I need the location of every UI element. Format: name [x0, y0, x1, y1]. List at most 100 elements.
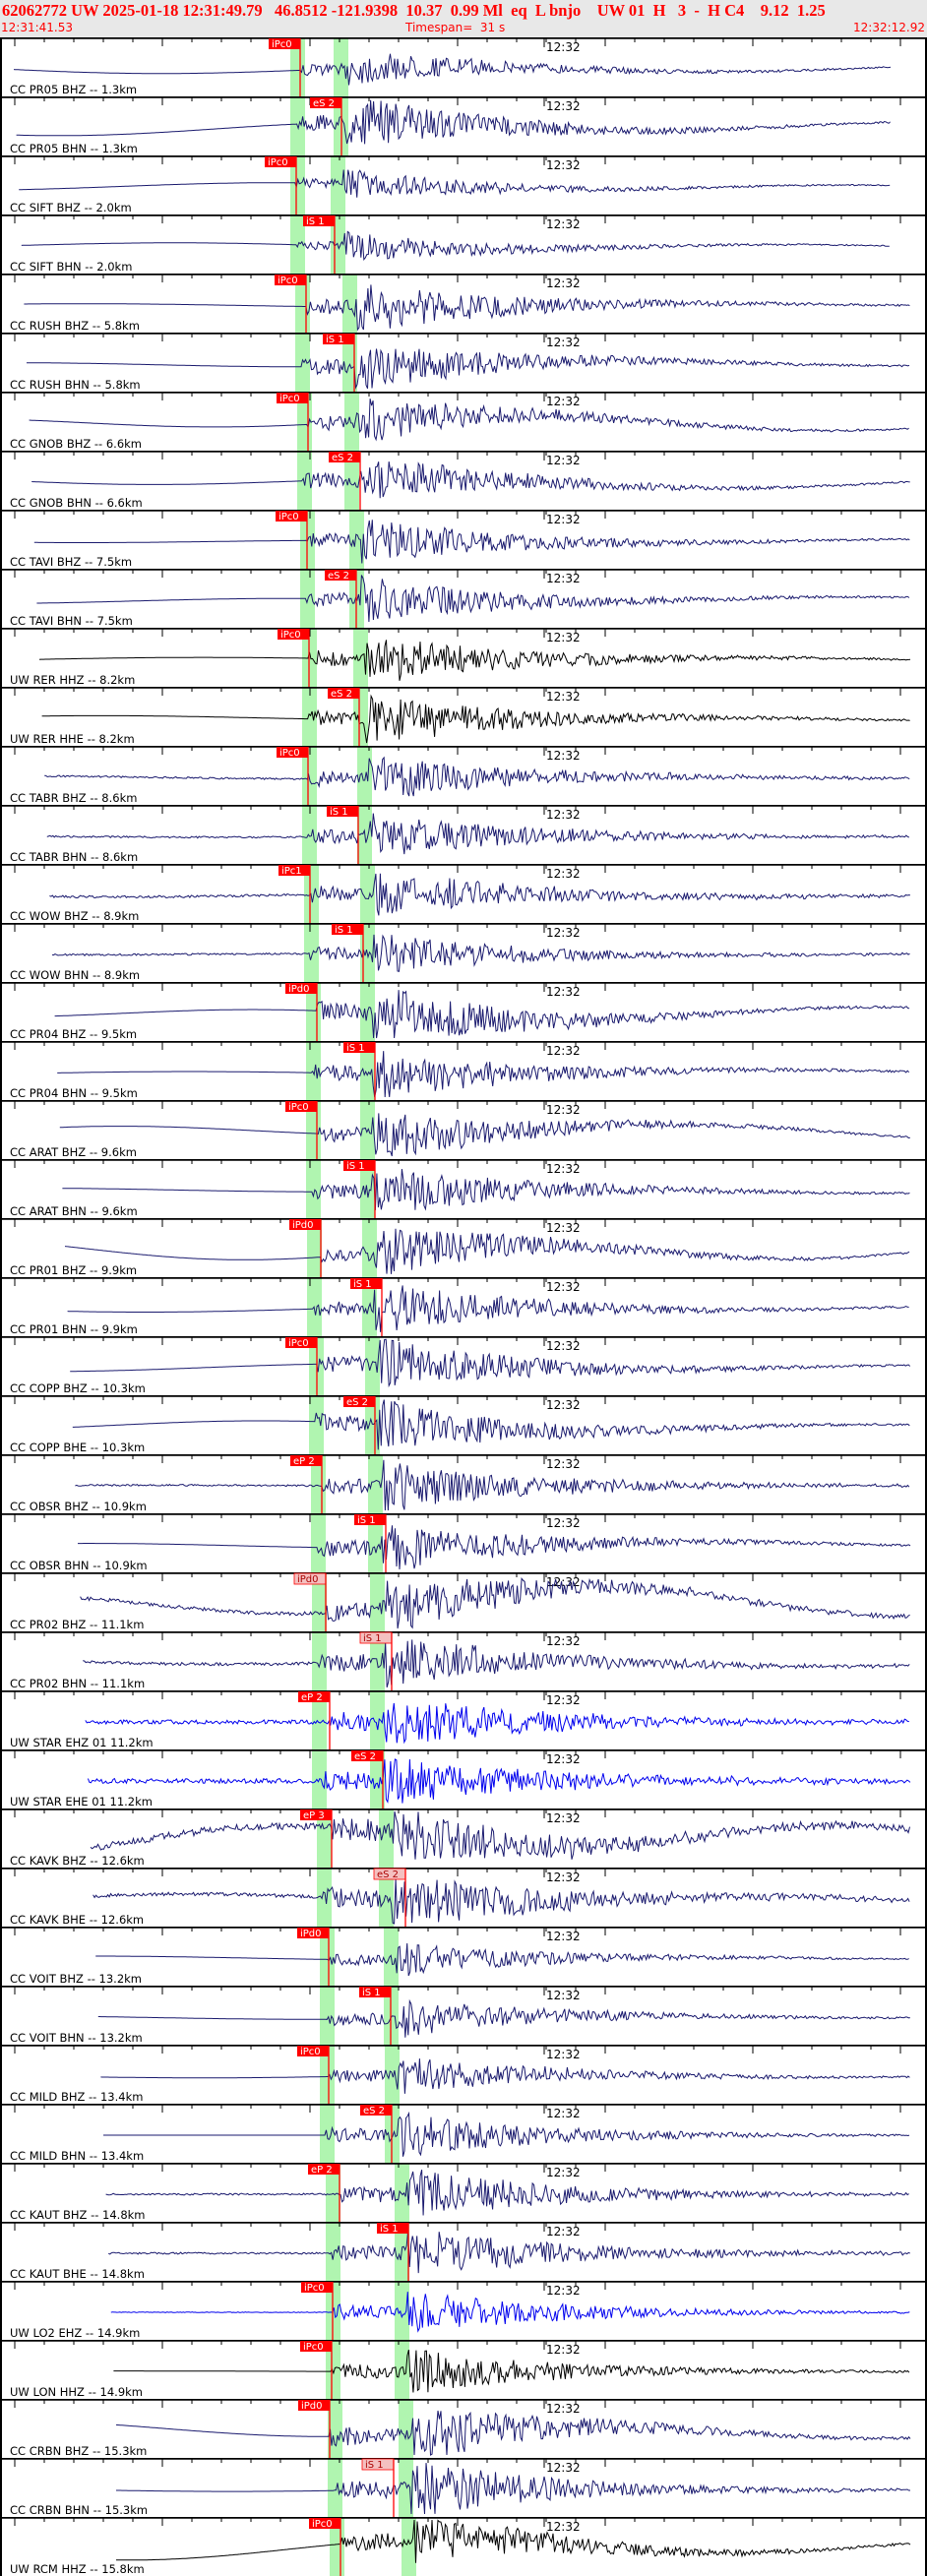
trace-row[interactable]: 12:32 eP 2 UW STAR EHZ 01 11.2km [0, 1690, 927, 1749]
trace-row[interactable]: 12:32 iPc0 CC RUSH BHZ -- 5.8km [0, 274, 927, 333]
trace-row[interactable]: 12:32 iPc0 UW RCM HHZ -- 15.8km [0, 2517, 927, 2576]
phase-pick-flag[interactable] [265, 156, 296, 167]
phase-pick-label: eS 2 [328, 571, 349, 582]
trace-row[interactable]: 12:32 iS 1 CC RUSH BHN -- 5.8km [0, 333, 927, 392]
phase-pick-flag[interactable] [350, 1278, 382, 1289]
trace-row[interactable]: 12:32 iPc0 UW RER HHZ -- 8.2km [0, 628, 927, 687]
phase-pick-flag[interactable] [285, 1337, 317, 1348]
minute-marker-label: 12:32 [546, 1044, 581, 1058]
trace-row[interactable]: 12:32 iPd0 CC PR02 BHZ -- 11.1km [0, 1572, 927, 1631]
trace-row[interactable]: 12:32 eS 2 UW RER HHE -- 8.2km [0, 687, 927, 746]
trace-row[interactable]: 12:32 iS 1 CC TABR BHN -- 8.6km [0, 805, 927, 864]
trace-row[interactable]: 12:32 eS 2 CC MILD BHN -- 13.4km [0, 2104, 927, 2163]
p-window-band [306, 1159, 321, 1218]
waveform [80, 1576, 910, 1629]
phase-pick-flag[interactable] [300, 2341, 332, 2352]
waveform [33, 520, 910, 564]
trace-row[interactable]: 12:32 eP 2 CC OBSR BHZ -- 10.9km [0, 1454, 927, 1513]
phase-pick-flag[interactable] [360, 2105, 392, 2116]
phase-pick-flag[interactable] [276, 511, 307, 521]
minute-marker-label: 12:32 [546, 2048, 581, 2061]
phase-pick-flag[interactable] [308, 2164, 340, 2175]
trace-row[interactable]: 12:32 iPc1 CC WOW BHZ -- 8.9km [0, 864, 927, 923]
phase-pick-flag[interactable] [325, 570, 356, 581]
phase-pick-flag[interactable] [269, 38, 300, 49]
phase-pick-flag[interactable] [297, 1928, 329, 1938]
trace-row[interactable]: 12:32 iS 1 CC ARAT BHN -- 9.6km [0, 1159, 927, 1218]
trace-row[interactable]: 12:32 iS 1 CC SIFT BHN -- 2.0km [0, 215, 927, 274]
trace-row[interactable]: 12:32 iPc0 CC TAVI BHZ -- 7.5km [0, 510, 927, 569]
phase-pick-flag[interactable] [297, 2046, 329, 2056]
p-window-band [320, 2045, 335, 2104]
phase-pick-flag[interactable] [278, 865, 310, 876]
trace-row[interactable]: 12:32 iPc0 UW LO2 EHZ -- 14.9km [0, 2281, 927, 2340]
trace-row[interactable]: 12:32 eP 3 CC KAVK BHZ -- 12.6km [0, 1809, 927, 1868]
trace-row[interactable]: 12:32 iS 1 CC PR04 BHN -- 9.5km [0, 1041, 927, 1100]
trace-row[interactable]: 12:32 iS 1 CC PR01 BHN -- 9.9km [0, 1277, 927, 1336]
p-window-band [290, 215, 305, 274]
phase-pick-flag[interactable] [303, 215, 335, 226]
phase-pick-flag[interactable] [343, 1160, 375, 1171]
phase-pick-flag[interactable] [310, 97, 341, 108]
phase-pick-flag[interactable] [275, 275, 306, 285]
trace-row[interactable]: 12:32 iPc0 CC MILD BHZ -- 13.4km [0, 2045, 927, 2104]
phase-pick-flag[interactable] [285, 983, 317, 994]
trace-row[interactable]: 12:32 iPc0 CC SIFT BHZ -- 2.0km [0, 155, 927, 215]
trace-row[interactable]: 12:32 iS 1 CC OBSR BHN -- 10.9km [0, 1513, 927, 1572]
phase-pick-flag[interactable] [343, 1042, 375, 1053]
trace-row[interactable]: 12:32 iPc0 CC PR05 BHZ -- 1.3km [0, 37, 927, 96]
trace-row[interactable]: 12:32 iPc0 CC COPP BHZ -- 10.3km [0, 1336, 927, 1395]
trace-row[interactable]: 12:32 eS 2 CC GNOB BHN -- 6.6km [0, 451, 927, 510]
trace-row[interactable]: 12:32 eS 2 CC COPP BHE -- 10.3km [0, 1395, 927, 1454]
phase-pick-flag[interactable] [323, 334, 354, 344]
minute-marker-label: 12:32 [546, 1280, 581, 1294]
phase-pick-flag[interactable] [359, 1987, 391, 1997]
minute-marker-label: 12:32 [546, 1162, 581, 1176]
trace-row[interactable]: 12:32 iS 1 CC WOW BHN -- 8.9km [0, 923, 927, 982]
trace-row[interactable]: 12:32 iS 1 CC VOIT BHN -- 13.2km [0, 1986, 927, 2045]
waveform [72, 1399, 910, 1450]
s-window-band [344, 392, 359, 451]
phase-pick-flag[interactable] [277, 393, 308, 403]
trace-row[interactable]: 12:32 iS 1 CC CRBN BHN -- 15.3km [0, 2458, 927, 2517]
trace-row[interactable]: 12:32 eP 2 CC KAUT BHZ -- 14.8km [0, 2163, 927, 2222]
trace-row[interactable]: 12:32 eS 2 CC PR05 BHN -- 1.3km [0, 96, 927, 155]
phase-pick-flag[interactable] [301, 2282, 333, 2293]
phase-pick-flag[interactable] [290, 1455, 322, 1466]
phase-pick-flag[interactable] [298, 2400, 330, 2411]
start-time-label: 12:31:41.53 [1, 21, 73, 34]
minute-marker-label: 12:32 [546, 2225, 581, 2239]
phase-pick-flag[interactable] [351, 1750, 383, 1761]
trace-row[interactable]: 12:32 iPd0 CC PR04 BHZ -- 9.5km [0, 982, 927, 1041]
trace-row[interactable]: 12:32 eS 2 CC KAVK BHE -- 12.6km [0, 1868, 927, 1927]
phase-pick-flag[interactable] [285, 1101, 317, 1112]
phase-pick-flag[interactable] [343, 1396, 375, 1407]
phase-pick-label: iPd0 [300, 1929, 322, 1939]
trace-row[interactable]: 12:32 iPd0 CC VOIT BHZ -- 13.2km [0, 1927, 927, 1986]
phase-pick-flag[interactable] [300, 1809, 332, 1820]
phase-pick-flag[interactable] [377, 2223, 408, 2234]
phase-pick-flag[interactable] [298, 1691, 330, 1702]
trace-row[interactable]: 12:32 iPd0 CC CRBN BHZ -- 15.3km [0, 2399, 927, 2458]
phase-pick-flag[interactable] [354, 1514, 386, 1525]
trace-row[interactable]: 12:32 eS 2 UW STAR EHE 01 11.2km [0, 1749, 927, 1809]
trace-row[interactable]: 12:32 iS 1 CC KAUT BHE -- 14.8km [0, 2222, 927, 2281]
s-window-band [360, 864, 375, 923]
phase-pick-flag[interactable] [278, 629, 309, 640]
trace-row[interactable]: 12:32 iPc0 CC TABR BHZ -- 8.6km [0, 746, 927, 805]
waveform [16, 99, 891, 145]
trace-row[interactable]: 12:32 iPc0 UW LON HHZ -- 14.9km [0, 2340, 927, 2399]
phase-pick-flag[interactable] [289, 1219, 321, 1230]
trace-row[interactable]: 12:32 iS 1 CC PR02 BHN -- 11.1km [0, 1631, 927, 1690]
phase-pick-flag[interactable] [309, 2518, 340, 2529]
waveform [75, 1459, 910, 1511]
trace-row[interactable]: 12:32 eS 2 CC TAVI BHN -- 7.5km [0, 569, 927, 628]
phase-pick-flag[interactable] [329, 452, 360, 462]
trace-row[interactable]: 12:32 iPd0 CC PR01 BHZ -- 9.9km [0, 1218, 927, 1277]
phase-pick-flag[interactable] [327, 806, 358, 817]
phase-pick-flag[interactable] [277, 747, 308, 758]
trace-row[interactable]: 12:32 iPc0 CC ARAT BHZ -- 9.6km [0, 1100, 927, 1159]
trace-row[interactable]: 12:32 iPc0 CC GNOB BHZ -- 6.6km [0, 392, 927, 451]
phase-pick-flag[interactable] [328, 688, 359, 699]
phase-pick-flag[interactable] [332, 924, 363, 935]
